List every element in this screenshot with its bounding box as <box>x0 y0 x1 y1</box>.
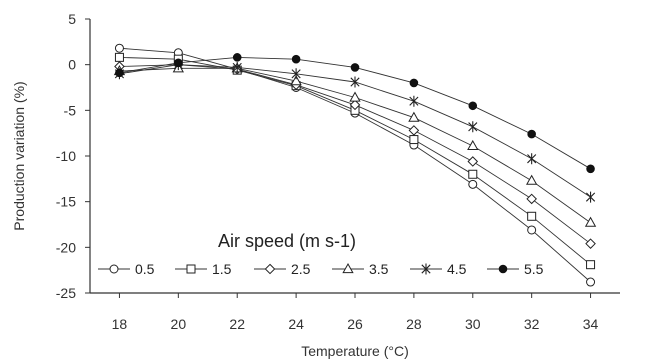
data-point <box>350 76 360 88</box>
legend-label: 2.5 <box>291 261 311 277</box>
y-tick-label: -10 <box>56 148 76 164</box>
data-point <box>115 68 124 78</box>
x-tick-label: 30 <box>465 316 481 332</box>
data-point <box>290 75 302 86</box>
legend-entry: 5.5 <box>487 261 544 277</box>
y-tick-label: -25 <box>56 285 76 301</box>
legend: 0.5 1.5 2.5 3.5 4.5 5.5 <box>98 261 544 277</box>
data-point <box>468 121 478 133</box>
series-5-5 <box>115 53 595 174</box>
axes: 5 0 -5 -10 -15 -20 -25 18 20 22 24 26 28 30 32 34 <box>56 11 620 332</box>
x-tick-label: 22 <box>229 316 245 332</box>
data-point <box>526 174 538 185</box>
legend-label: 1.5 <box>212 261 232 277</box>
data-point <box>109 264 119 274</box>
data-point <box>342 262 354 274</box>
data-point <box>291 68 301 80</box>
y-tick-label: -20 <box>56 239 76 255</box>
x-tick-label: 32 <box>524 316 540 332</box>
data-point <box>585 238 596 249</box>
data-point <box>586 277 596 287</box>
legend-entry: 4.5 <box>410 261 467 277</box>
data-point <box>408 111 420 122</box>
data-point <box>350 63 360 72</box>
series-3-5 <box>113 62 597 227</box>
data-point <box>186 264 196 274</box>
legend-label: 4.5 <box>447 261 467 277</box>
y-tick-label: -5 <box>64 102 77 118</box>
data-point <box>467 139 479 151</box>
data-point <box>467 156 479 167</box>
data-point <box>468 169 478 179</box>
data-point <box>527 211 537 221</box>
data-point <box>421 263 431 275</box>
series-line <box>119 67 591 224</box>
data-point <box>584 216 597 227</box>
data-point <box>349 91 361 102</box>
legend-title: Air speed (m s-1) <box>218 231 356 251</box>
data-point <box>232 53 242 62</box>
legend-entry: 3.5 <box>332 261 389 277</box>
data-point <box>264 263 276 275</box>
data-point <box>232 61 242 73</box>
data-point <box>291 54 301 64</box>
x-axis-title: Temperature (°C) <box>301 343 409 359</box>
x-tick-label: 26 <box>347 316 363 332</box>
data-point <box>527 225 537 235</box>
data-point <box>114 43 124 53</box>
data-point <box>585 191 596 203</box>
data-point <box>468 101 478 111</box>
data-point <box>468 179 478 189</box>
y-tick-label: 0 <box>68 57 76 73</box>
legend-label: 0.5 <box>135 261 155 277</box>
legend-label: 3.5 <box>369 261 389 277</box>
y-tick-label: -15 <box>56 194 76 210</box>
data-point <box>174 58 183 68</box>
data-point <box>527 129 536 139</box>
series-group <box>113 43 597 287</box>
legend-entry: 2.5 <box>254 261 311 277</box>
x-tick-label: 28 <box>406 316 422 332</box>
data-point <box>409 78 419 88</box>
data-point <box>349 99 361 111</box>
data-point <box>586 260 596 270</box>
data-point <box>527 153 537 165</box>
x-tick-label: 24 <box>288 316 304 332</box>
data-point <box>408 125 420 136</box>
y-axis-title: Production variation (%) <box>11 81 27 230</box>
x-tick-label: 20 <box>171 316 187 332</box>
data-point <box>586 164 595 174</box>
legend-entry: 1.5 <box>175 261 232 277</box>
series-4-5 <box>114 59 596 203</box>
data-point <box>409 95 419 107</box>
data-point <box>114 52 124 62</box>
data-point <box>498 264 508 274</box>
x-tick-label: 34 <box>583 316 599 332</box>
x-tick-label: 18 <box>112 316 128 332</box>
legend-label: 5.5 <box>524 261 544 277</box>
y-tick-label: 5 <box>68 11 76 27</box>
data-point <box>409 135 419 145</box>
legend-entry: 0.5 <box>98 261 155 277</box>
data-point <box>526 193 537 205</box>
